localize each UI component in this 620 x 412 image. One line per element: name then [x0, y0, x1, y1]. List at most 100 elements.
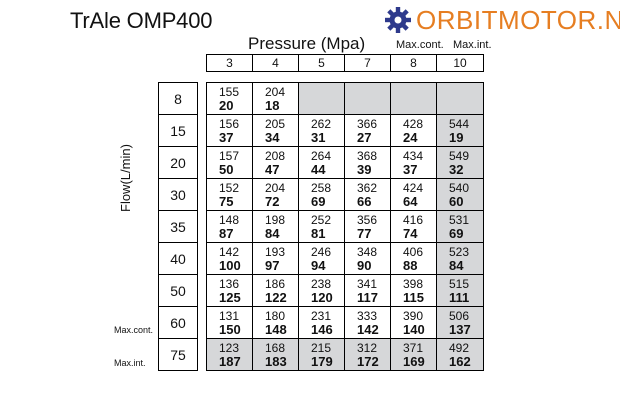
speed-value: 156	[219, 117, 240, 131]
data-cell: 515 111	[436, 274, 484, 307]
torque-value: 84	[449, 258, 464, 273]
speed-value: 428	[403, 117, 424, 131]
speed-value: 531	[449, 213, 470, 227]
data-cell: 371 169	[390, 338, 437, 371]
data-cell: 356 77	[344, 210, 391, 243]
speed-value: 180	[265, 309, 286, 323]
table-row: 155 20 204 18	[206, 82, 484, 115]
data-cell	[436, 82, 484, 115]
flow-cell: 15	[158, 114, 198, 147]
data-cell: 492 162	[436, 338, 484, 371]
speed-value: 540	[449, 181, 470, 195]
data-cell: 205 34	[252, 114, 299, 147]
speed-value: 238	[311, 277, 332, 291]
data-cell: 246 94	[298, 242, 345, 275]
torque-value: 150	[219, 322, 241, 337]
data-cell: 186 122	[252, 274, 299, 307]
data-cell: 198 84	[252, 210, 299, 243]
data-cell: 523 84	[436, 242, 484, 275]
data-cell: 252 81	[298, 210, 345, 243]
speed-value: 186	[265, 277, 286, 291]
performance-table: 155 20 204 18 156 37 205 34 262 31 366 27 428 24 544 19…	[206, 82, 484, 371]
torque-value: 32	[449, 162, 464, 177]
data-cell: 152 75	[206, 178, 253, 211]
data-cell: 215 179	[298, 338, 345, 371]
speed-value: 264	[311, 149, 332, 163]
flow-cell: 35	[158, 210, 198, 243]
speed-value: 416	[403, 213, 424, 227]
gear-icon	[385, 7, 411, 33]
torque-value: 74	[403, 226, 418, 241]
speed-value: 348	[357, 245, 378, 259]
pressure-header-row: 3 4 5 7 8 10	[206, 54, 484, 72]
speed-value	[345, 83, 390, 85]
torque-value: 19	[449, 130, 464, 145]
torque-value: 97	[265, 258, 280, 273]
torque-value: 115	[403, 290, 424, 305]
speed-value: 204	[265, 181, 286, 195]
row-limit-label: Max.int.	[114, 358, 146, 368]
pressure-header-cell: 7	[344, 54, 391, 72]
speed-value: 371	[403, 341, 424, 355]
speed-value: 152	[219, 181, 240, 195]
data-cell: 312 172	[344, 338, 391, 371]
torque-value: 137	[449, 322, 471, 337]
data-cell: 549 32	[436, 146, 484, 179]
data-cell: 258 69	[298, 178, 345, 211]
speed-value: 515	[449, 277, 470, 291]
data-cell: 348 90	[344, 242, 391, 275]
data-cell: 406 88	[390, 242, 437, 275]
torque-value: 50	[219, 162, 234, 177]
speed-value: 366	[357, 117, 378, 131]
torque-value: 94	[311, 258, 326, 273]
table-row: 156 37 205 34 262 31 366 27 428 24 544 19	[206, 114, 484, 147]
data-cell: 157 50	[206, 146, 253, 179]
table-row: 152 75 204 72 258 69 362 66 424 64 540 60	[206, 178, 484, 211]
torque-value: 69	[311, 194, 326, 209]
torque-value: 87	[219, 226, 234, 241]
flow-cell: 50	[158, 274, 198, 307]
torque-value: 142	[357, 322, 379, 337]
speed-value: 131	[219, 309, 240, 323]
page-title: TrAle OMP400	[70, 8, 213, 33]
torque-value: 120	[311, 290, 333, 305]
data-cell: 123 187	[206, 338, 253, 371]
table-row: 123 187 168 183 215 179 312 172 371 169 492 162	[206, 338, 484, 371]
torque-value: 125	[219, 290, 241, 305]
flow-axis-label: Flow(L/min)	[118, 144, 133, 212]
speed-value: 398	[403, 277, 424, 291]
data-cell: 148 87	[206, 210, 253, 243]
torque-value: 84	[265, 226, 280, 241]
speed-value: 258	[311, 181, 332, 195]
torque-value: 64	[403, 194, 418, 209]
torque-value: 37	[219, 130, 234, 145]
speed-value: 142	[219, 245, 240, 259]
torque-value: 77	[357, 226, 372, 241]
torque-value: 146	[311, 322, 333, 337]
data-cell: 368 39	[344, 146, 391, 179]
torque-value: 162	[449, 354, 471, 369]
speed-value: 157	[219, 149, 240, 163]
flow-cell: 20	[158, 146, 198, 179]
max-int-header-label: Max.int.	[453, 39, 492, 51]
speed-value: 390	[403, 309, 424, 323]
data-cell: 540 60	[436, 178, 484, 211]
table-row: 142 100 193 97 246 94 348 90 406 88 523 84	[206, 242, 484, 275]
speed-value: 368	[357, 149, 378, 163]
speed-value: 544	[449, 117, 470, 131]
data-cell: 156 37	[206, 114, 253, 147]
speed-value: 231	[311, 309, 332, 323]
torque-value: 34	[265, 130, 280, 145]
speed-value: 312	[357, 341, 378, 355]
data-cell: 366 27	[344, 114, 391, 147]
torque-value: 60	[449, 194, 464, 209]
data-cell: 208 47	[252, 146, 299, 179]
speed-value: 406	[403, 245, 424, 259]
speed-value: 549	[449, 149, 470, 163]
data-cell: 264 44	[298, 146, 345, 179]
speed-value: 492	[449, 341, 470, 355]
data-cell: 204 72	[252, 178, 299, 211]
speed-value: 148	[219, 213, 240, 227]
torque-value: 72	[265, 194, 280, 209]
speed-value: 341	[357, 277, 378, 291]
